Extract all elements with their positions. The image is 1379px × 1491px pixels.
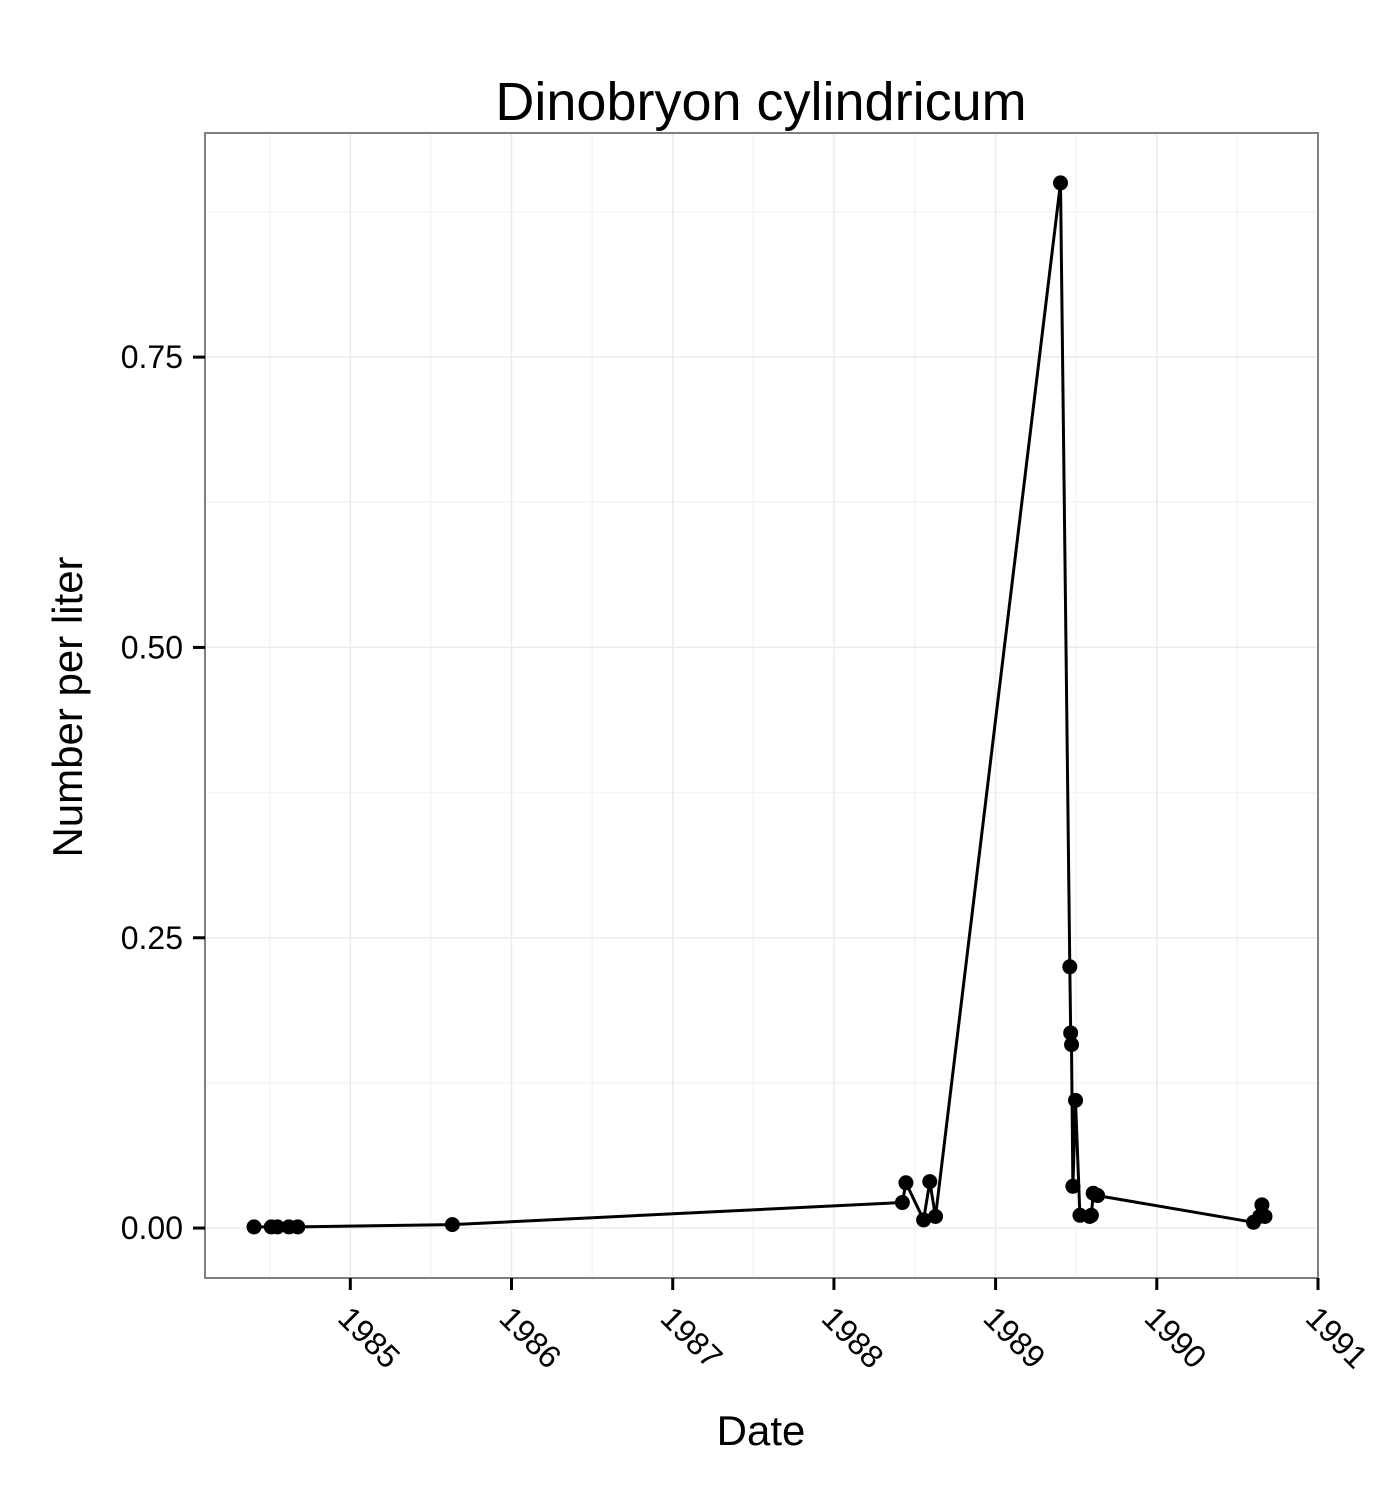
data-point (1083, 1207, 1099, 1223)
data-point (1090, 1188, 1106, 1204)
x-tick-label: 1987 (654, 1299, 730, 1375)
y-axis: 0.00 0.25 0.50 0.75 (121, 339, 205, 1246)
chart-title: Dinobryon cylindricum (495, 72, 1026, 132)
data-point (1065, 1178, 1081, 1194)
x-axis: 1985 1986 1987 1988 1989 1990 1991 (331, 1278, 1375, 1375)
data-point (444, 1217, 460, 1233)
data-point (928, 1208, 944, 1224)
x-tick-label: 1986 (493, 1299, 569, 1375)
x-tick-label: 1988 (815, 1299, 891, 1375)
x-axis-title: Date (717, 1407, 806, 1454)
x-tick-label: 1989 (977, 1299, 1053, 1375)
y-axis-title: Number per liter (44, 556, 91, 857)
data-point (1257, 1208, 1273, 1224)
y-tick-label: 0.25 (121, 920, 183, 956)
panel-border (204, 132, 1319, 1279)
data-point (898, 1175, 914, 1191)
data-point (269, 1219, 285, 1235)
data-point (1053, 175, 1069, 191)
x-tick-label: 1991 (1299, 1299, 1375, 1375)
y-tick-label: 0.00 (121, 1210, 183, 1246)
data-point (246, 1219, 262, 1235)
series-layer (246, 175, 1273, 1235)
data-point (1063, 1025, 1079, 1041)
y-tick-label: 0.75 (121, 339, 183, 375)
y-tick-label: 0.50 (121, 629, 183, 665)
data-point (1254, 1197, 1270, 1213)
data-point (922, 1174, 938, 1190)
data-point (1062, 959, 1078, 975)
data-point (916, 1212, 932, 1228)
data-point (894, 1195, 910, 1211)
data-point (1068, 1092, 1084, 1108)
x-tick-label: 1990 (1138, 1299, 1214, 1375)
data-point (290, 1219, 306, 1235)
x-tick-label: 1985 (331, 1299, 407, 1375)
series-line (254, 181, 1267, 1229)
grid (205, 133, 1318, 1278)
data-point (1064, 1037, 1080, 1053)
